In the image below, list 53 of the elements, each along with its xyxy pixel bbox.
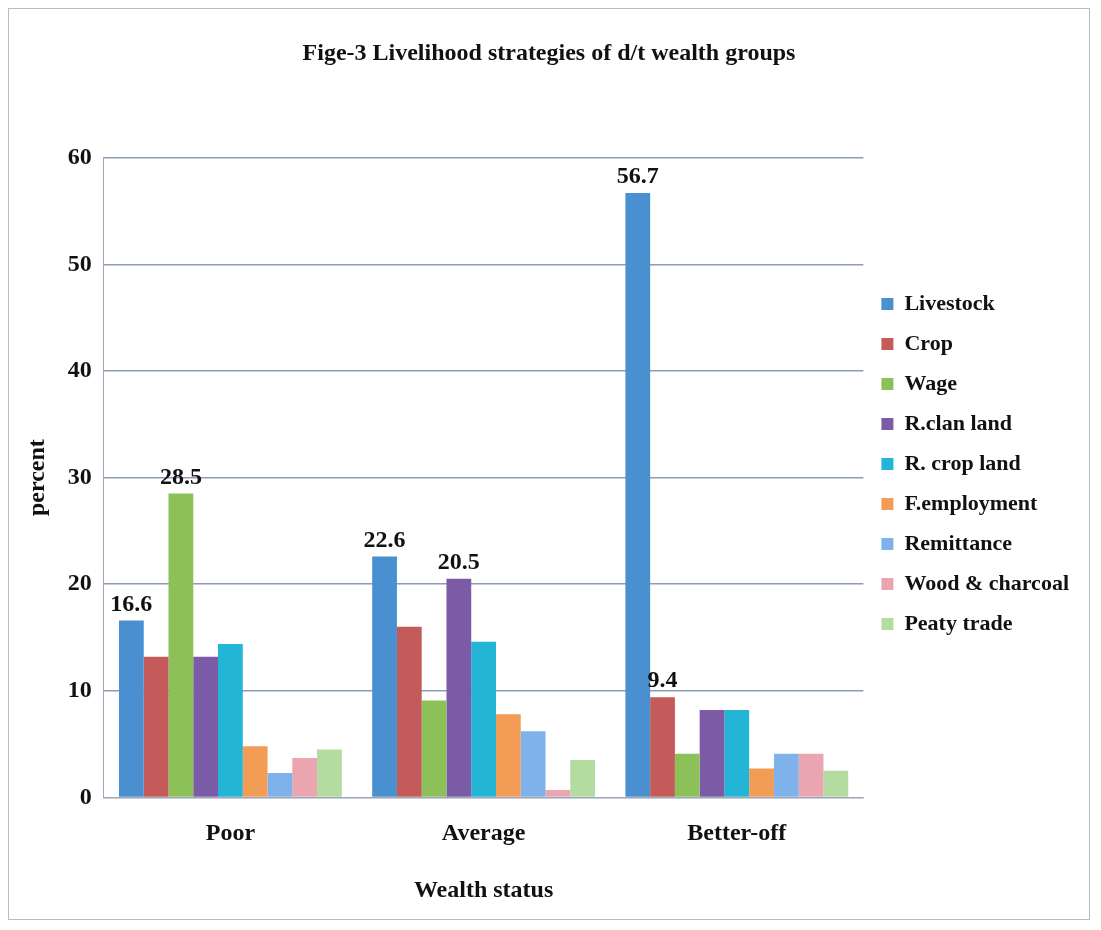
y-tick-label: 10	[67, 676, 92, 702]
bar	[495, 714, 521, 797]
bar	[520, 731, 546, 797]
bar	[242, 746, 268, 797]
x-tick-label: Poor	[205, 819, 256, 845]
bar	[823, 770, 849, 797]
data-label: 28.5	[159, 462, 202, 489]
legend-label: F.employment	[904, 489, 1039, 515]
data-label: 20.5	[437, 548, 480, 575]
bar	[372, 556, 397, 797]
bar	[292, 757, 318, 797]
legend-label: Crop	[904, 329, 953, 355]
y-tick-label: 50	[67, 249, 92, 276]
y-tick-label: 0	[79, 782, 92, 809]
legend-label: R.clan land	[904, 409, 1012, 435]
bar	[545, 789, 571, 797]
legend-label: Peaty trade	[904, 609, 1013, 635]
bar	[118, 620, 144, 797]
bar	[749, 768, 774, 797]
bar	[471, 641, 496, 797]
bar	[421, 700, 447, 797]
bar	[773, 753, 799, 797]
data-label: 16.6	[110, 589, 153, 616]
legend-label: Wood & charcoal	[904, 569, 1069, 595]
chart-title: Fige-3 Livelihood strategies of d/t wealth groups	[302, 38, 796, 65]
bar	[317, 749, 342, 797]
x-tick-label: Average	[441, 819, 526, 845]
legend-label: R. crop land	[904, 449, 1021, 475]
legend-label: Remittance	[904, 529, 1013, 555]
y-tick-label: 60	[67, 143, 92, 169]
y-tick-label: 20	[67, 569, 92, 596]
bar	[267, 772, 293, 797]
bar	[218, 643, 243, 797]
y-tick-label: 40	[67, 356, 92, 383]
bar	[193, 656, 219, 797]
bar	[699, 709, 725, 797]
data-label: 22.6	[363, 525, 406, 552]
y-tick-label: 30	[67, 462, 92, 489]
legend-label: Wage	[904, 369, 958, 395]
bar	[674, 753, 700, 797]
bar	[168, 493, 194, 797]
bar	[724, 709, 750, 797]
data-label: 56.7	[616, 162, 659, 189]
legend-label: Livestock	[904, 289, 996, 315]
bar	[650, 697, 675, 797]
bar	[446, 578, 472, 797]
y-axis-title: percent	[22, 439, 49, 517]
bar	[396, 626, 422, 797]
x-tick-label: Better-off	[687, 819, 788, 845]
bar	[143, 656, 169, 797]
bar	[570, 760, 596, 797]
x-axis-title: Wealth status	[413, 875, 554, 902]
bar	[798, 753, 824, 797]
